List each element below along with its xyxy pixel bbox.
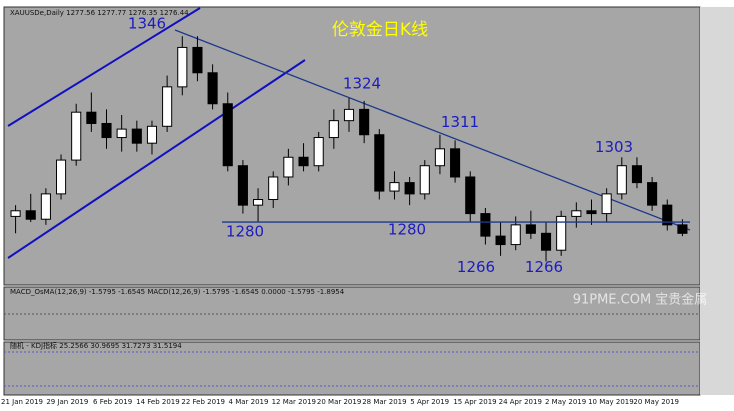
candle-body xyxy=(465,176,476,215)
price-annotation: 1303 xyxy=(595,138,633,156)
x-tick-label: 29 Jan 2019 xyxy=(46,398,88,406)
candle-body xyxy=(101,122,112,139)
price-annotation: 1346 xyxy=(128,15,166,33)
candle-body xyxy=(207,72,218,105)
candle-body xyxy=(25,210,36,220)
candle-body xyxy=(434,148,445,167)
candle-body xyxy=(359,108,370,136)
price-annotation: 1266 xyxy=(525,258,563,276)
candle-body xyxy=(10,210,21,217)
candle-body xyxy=(343,108,355,122)
price-annotation: 1280 xyxy=(388,221,426,239)
price-panel xyxy=(3,6,701,286)
channel-lower xyxy=(7,59,306,259)
candle-body xyxy=(298,156,309,167)
price-annotation: 1266 xyxy=(457,258,495,276)
candle-body xyxy=(40,193,51,220)
candle-body xyxy=(222,103,233,167)
x-tick-label: 22 Feb 2019 xyxy=(181,398,225,406)
candle-body xyxy=(162,86,173,127)
x-tick-label: 2 May 2019 xyxy=(545,398,586,406)
candle-body xyxy=(450,148,461,178)
candle-body xyxy=(525,224,536,234)
candle-body xyxy=(253,199,264,206)
candle-body xyxy=(586,210,597,215)
kdj-label: 随机 - KDJ指标 25.2566 30.9695 31.7273 31.51… xyxy=(10,341,182,350)
candle-body xyxy=(677,224,688,234)
candle-body xyxy=(601,193,612,215)
candle-body xyxy=(510,224,521,246)
candle-body xyxy=(647,182,658,206)
chart-title: 伦敦金日K线 xyxy=(332,20,428,40)
price-annotation: 1324 xyxy=(343,75,381,93)
price-axis xyxy=(700,7,734,395)
candle-body xyxy=(86,111,97,124)
candle-body xyxy=(540,232,552,251)
candle-body xyxy=(631,165,643,184)
x-tick-label: 21 Jan 2019 xyxy=(1,398,43,406)
candle-body xyxy=(480,213,491,237)
x-tick-label: 4 Mar 2019 xyxy=(229,398,269,406)
price-annotation: 1280 xyxy=(226,223,264,241)
x-tick-label: 5 Apr 2019 xyxy=(410,398,449,406)
x-tick-label: 24 Apr 2019 xyxy=(499,398,542,406)
macd-label: MACD_OsMA(12,26,9) -1.5795 -1.6545 MACD(… xyxy=(10,288,345,296)
x-tick-label: 10 May 2019 xyxy=(588,398,634,406)
candle-body xyxy=(192,46,203,74)
x-tick-label: 12 Mar 2019 xyxy=(272,398,316,406)
x-tick-label: 6 Feb 2019 xyxy=(93,398,132,406)
candle-body xyxy=(268,176,279,201)
candle-body xyxy=(571,210,582,217)
x-tick-label: 28 Mar 2019 xyxy=(362,398,406,406)
channel-upper xyxy=(7,7,201,127)
x-tick-label: 20 May 2019 xyxy=(633,398,679,406)
candle-body xyxy=(71,111,82,161)
candle-body xyxy=(662,204,673,226)
candle-body xyxy=(237,165,248,206)
x-tick-label: 15 Apr 2019 xyxy=(453,398,496,406)
header: XAUUSDe,Daily 1277.56 1277.77 1276.35 12… xyxy=(10,9,189,17)
candle-body xyxy=(404,182,415,195)
candle-body xyxy=(328,120,339,139)
candle-body xyxy=(283,156,294,178)
candle-body xyxy=(556,215,567,251)
candle-body xyxy=(116,128,127,139)
candle-body xyxy=(177,46,188,88)
x-tick-label: 20 Mar 2019 xyxy=(317,398,361,406)
candle-body xyxy=(616,165,627,195)
candle-body xyxy=(131,128,142,144)
candle-body xyxy=(374,134,385,192)
x-tick-label: 14 Feb 2019 xyxy=(136,398,180,406)
candle-body xyxy=(389,182,400,192)
candle-body xyxy=(146,125,158,144)
price-annotation: 1311 xyxy=(441,113,479,131)
candle-body xyxy=(313,137,324,167)
watermark: 91PME.COM 宝贵金属 xyxy=(573,292,708,308)
candle-body xyxy=(55,159,67,195)
candle-body xyxy=(419,165,430,195)
candle-body xyxy=(495,235,506,246)
